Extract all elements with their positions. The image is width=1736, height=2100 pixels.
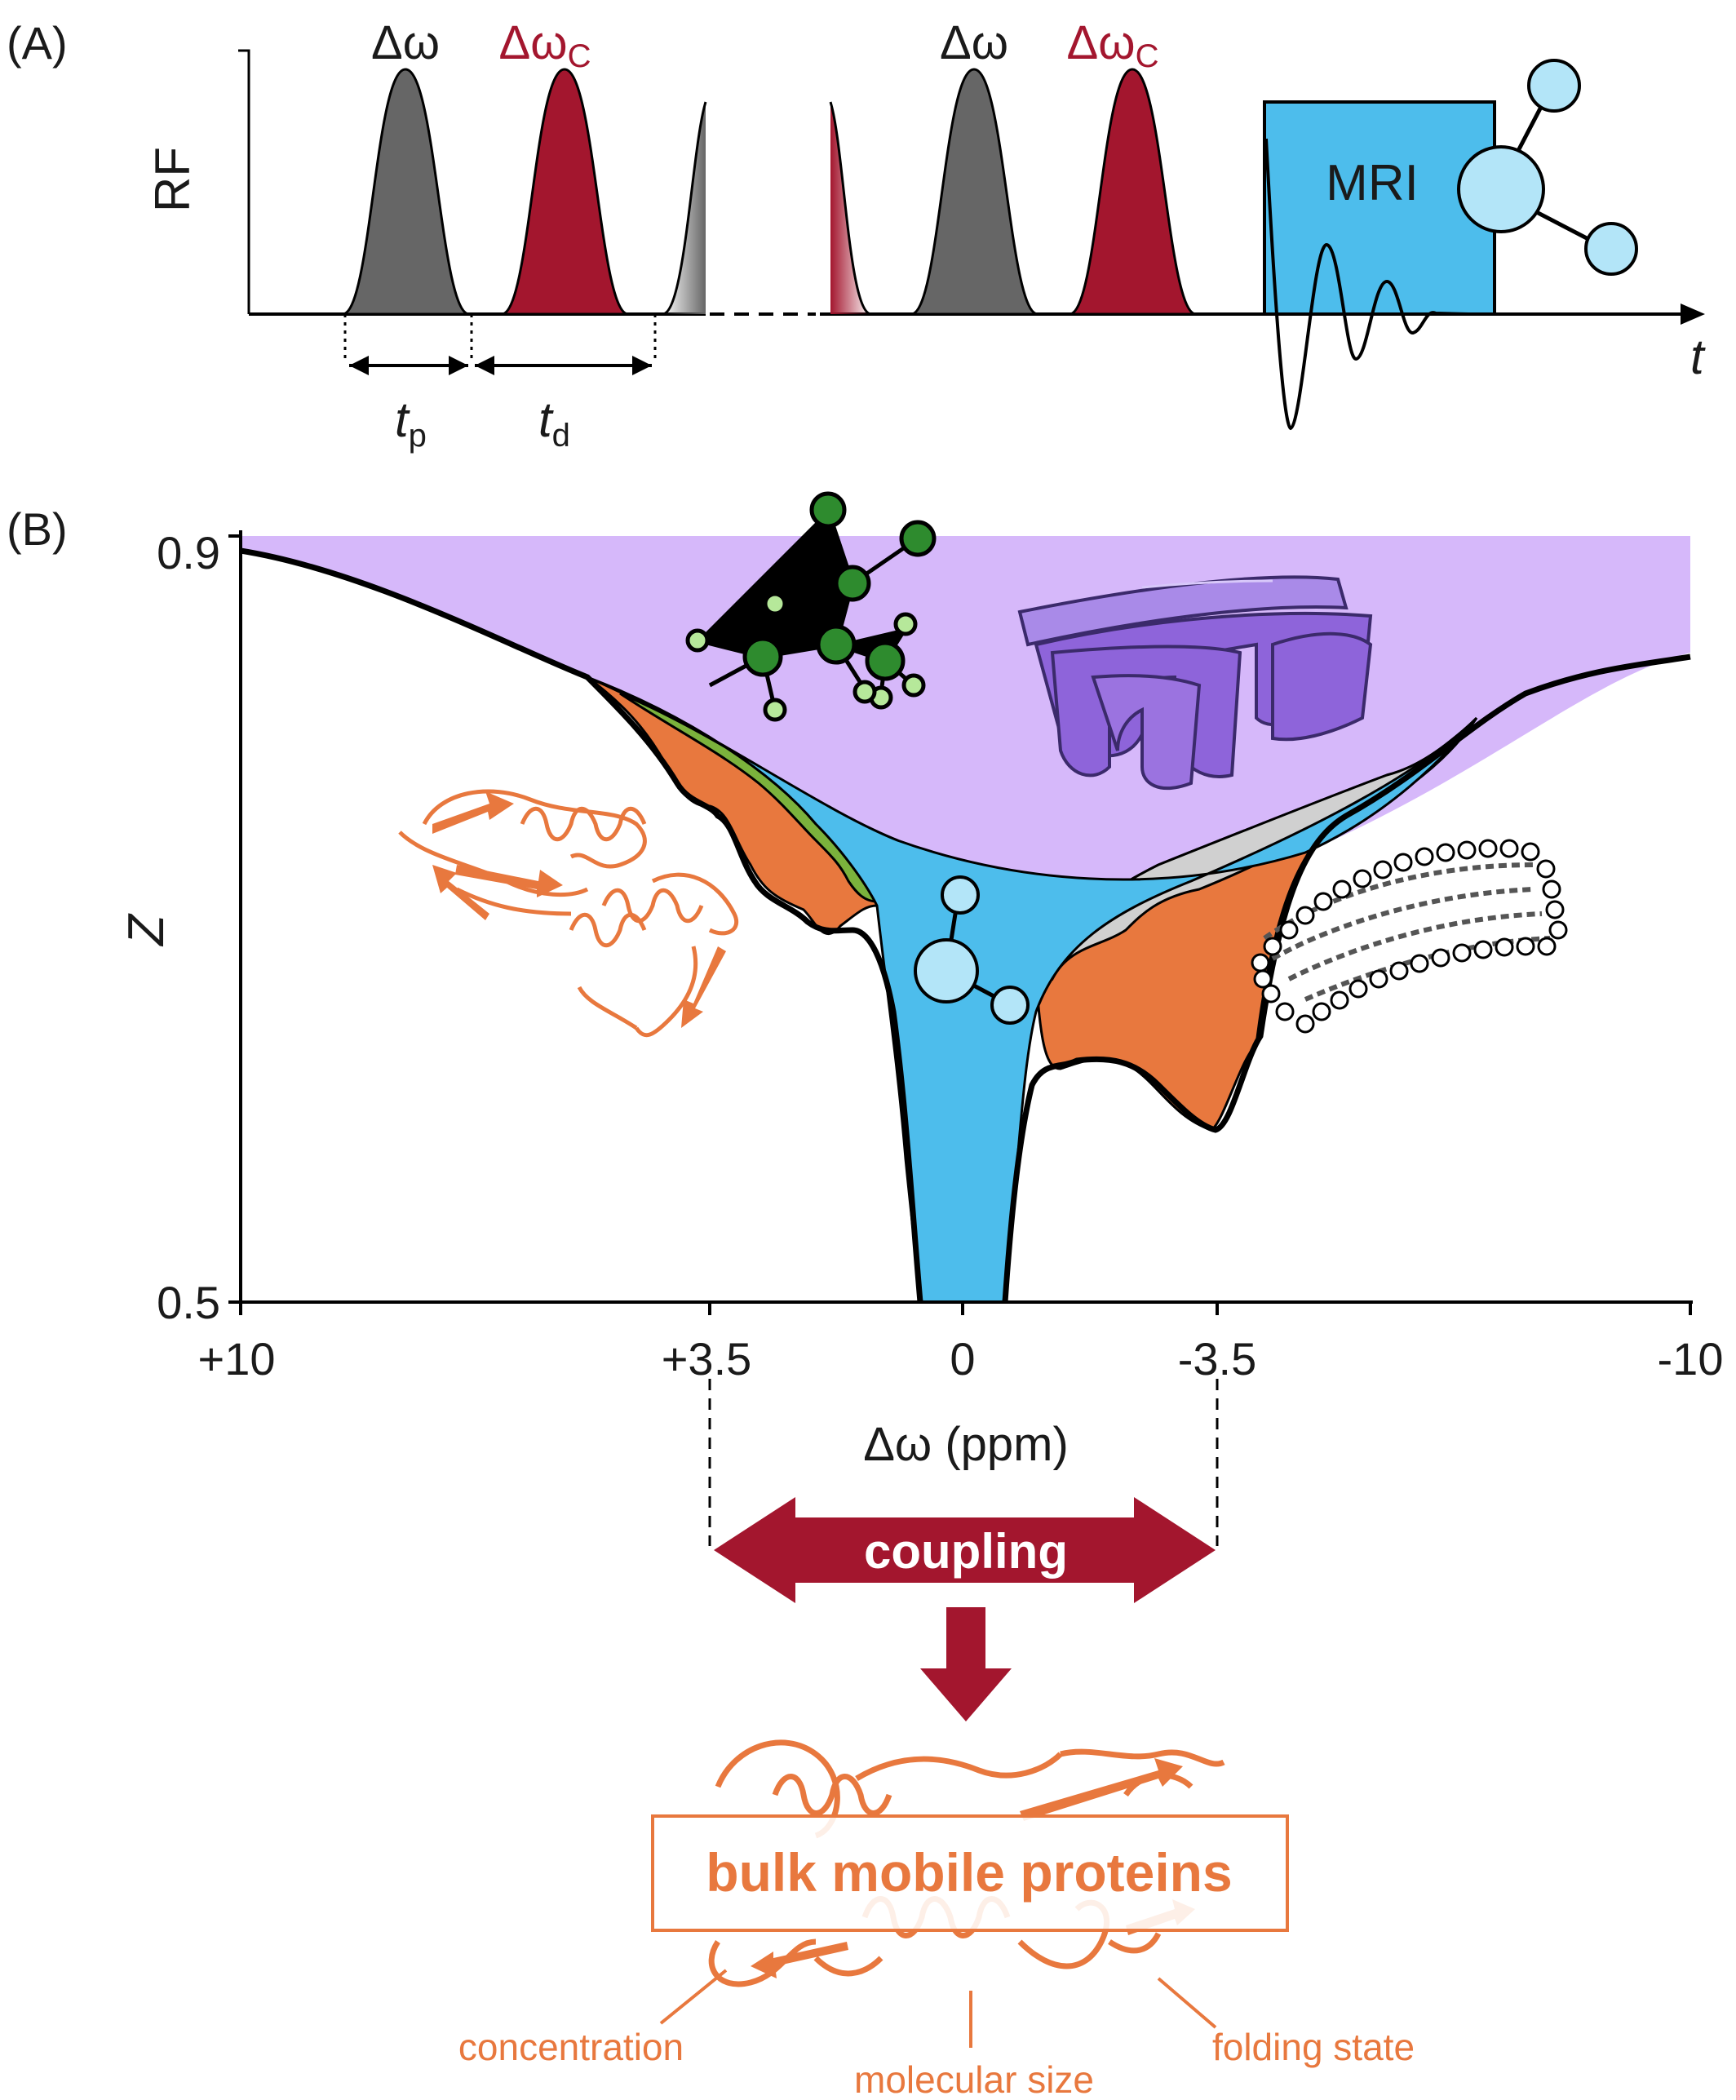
y-tick-label-bottom: 0.5 bbox=[157, 1277, 220, 1328]
water-molecule-icon bbox=[1457, 59, 1638, 276]
pulse-grey-2 bbox=[910, 68, 1038, 316]
rf-axis-line bbox=[238, 49, 250, 314]
coupling-down-arrow bbox=[920, 1607, 1012, 1721]
annotation-concentration: concentration bbox=[458, 2026, 684, 2068]
pulse-fade-grey-edge bbox=[662, 101, 707, 316]
lipid-area bbox=[1034, 716, 1478, 981]
bulk-proteins-label: bulk mobile proteins bbox=[706, 1842, 1232, 1903]
bulk-proteins-box bbox=[651, 1814, 1289, 1932]
mri-label: MRI bbox=[1326, 155, 1419, 211]
td-label: td bbox=[538, 392, 570, 454]
leader-folding-state bbox=[1157, 1977, 1217, 2029]
pulse-label-1: Δω bbox=[371, 16, 440, 69]
organelle-membrane-icon bbox=[1017, 575, 1373, 791]
annotation-folding-state: folding state bbox=[1212, 2026, 1415, 2068]
leader-concentration bbox=[659, 1969, 728, 2025]
panel-b-label: (B) bbox=[7, 503, 68, 555]
y-tick-label-top: 0.9 bbox=[157, 527, 220, 578]
fid-signal bbox=[1264, 138, 1469, 431]
water-area bbox=[587, 676, 1478, 1304]
lipid-bilayer-icon bbox=[1251, 839, 1568, 1034]
pulse-fade-red-edge bbox=[829, 101, 872, 316]
tp-arrow-head-left bbox=[349, 356, 369, 375]
pulse-red-2 bbox=[1069, 68, 1197, 316]
pulse-grey-1 bbox=[342, 68, 470, 316]
annotation-molecular-size: molecular size bbox=[854, 2058, 1094, 2100]
x-tick-label-3: 0 bbox=[950, 1333, 975, 1384]
panel-a-label: (A) bbox=[7, 17, 68, 69]
panel-a: (A) RF t Δω ΔωC Δω ΔωC bbox=[7, 16, 1706, 454]
td-arrow-head-left bbox=[475, 356, 494, 375]
pulse-c-label-1: ΔωC bbox=[499, 16, 591, 74]
lipid-heads-outer bbox=[1251, 839, 1561, 972]
td-arrow-head-right bbox=[632, 356, 652, 375]
pulse-fade-grey bbox=[662, 102, 706, 314]
protein-arrows-icon bbox=[432, 791, 726, 1028]
time-axis-arrowhead bbox=[1681, 303, 1705, 325]
x-tick-label-5: -10 bbox=[1658, 1333, 1724, 1384]
pulse-red-1 bbox=[501, 68, 629, 316]
coupling-double-arrow bbox=[714, 1497, 1216, 1603]
x-tick-label-2: +3.5 bbox=[662, 1333, 752, 1384]
panel-b: (B) 0.9 0.5 Z +10 +3.5 0 -3.5 -10 bbox=[7, 491, 1724, 1546]
lipid-heads-inner bbox=[1253, 900, 1568, 1034]
x-tick-label-4: -3.5 bbox=[1178, 1333, 1257, 1384]
pulse-c-label-2: ΔωC bbox=[1067, 16, 1159, 74]
y-axis-label: Z bbox=[118, 913, 175, 947]
metabolite-molecule-icon bbox=[685, 491, 937, 722]
x-axis-label: Δω (ppm) bbox=[863, 1418, 1069, 1471]
coupling-label: coupling bbox=[864, 1524, 1068, 1579]
pulse-fade-red bbox=[830, 102, 871, 314]
rf-axis-label: RF bbox=[145, 147, 200, 212]
coupling-section: coupling bulk mobile proteins concentrat… bbox=[458, 1497, 1415, 2100]
tp-arrow-head-right bbox=[449, 356, 468, 375]
mt-background-area bbox=[241, 536, 1690, 879]
pulse-label-2: Δω bbox=[940, 16, 1008, 69]
water-molecule-small-icon bbox=[914, 875, 1030, 1025]
protein-structure-icon bbox=[398, 789, 739, 1038]
z-spectrum-curve bbox=[240, 547, 923, 1303]
time-axis-label: t bbox=[1690, 330, 1706, 384]
x-tick-label-1: +10 bbox=[198, 1333, 276, 1384]
z-spectrum-curve-right bbox=[1002, 653, 1691, 1303]
tp-label: tp bbox=[395, 392, 427, 454]
